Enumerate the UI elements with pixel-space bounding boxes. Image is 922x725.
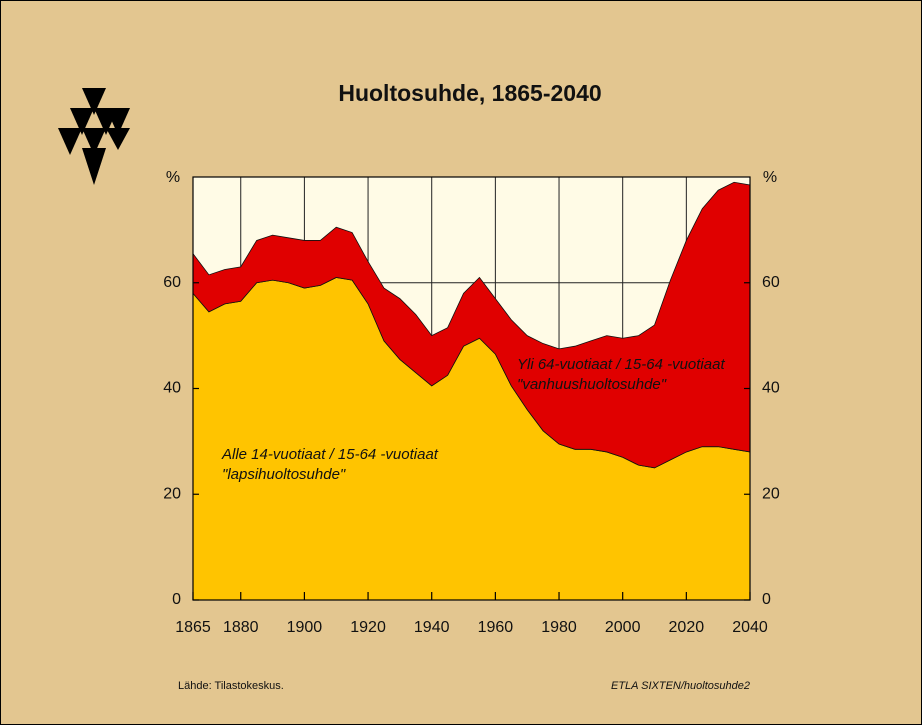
y2-tick-label: 60 [762, 274, 780, 291]
annotation: Yli 64-vuotiaat / 15-64 -vuotiaat [517, 356, 725, 373]
x-tick-label: 2040 [732, 619, 768, 636]
y2-tick-label: 20 [762, 485, 780, 502]
y-tick-label: 0 [172, 591, 181, 608]
x-tick-label: 1980 [541, 619, 577, 636]
y2-tick-label: 0 [762, 591, 771, 608]
annotation: Alle 14-vuotiaat / 15-64 -vuotiaat [221, 446, 439, 463]
x-tick-label: 1900 [287, 619, 323, 636]
y-tick-label: 20 [163, 485, 181, 502]
logo [58, 88, 130, 185]
source: Lähde: Tilastokeskus. [178, 680, 284, 692]
annotation: "vanhuushuoltosuhde" [517, 376, 667, 393]
y-tick-label: 40 [163, 380, 181, 397]
x-tick-label: 1940 [414, 619, 450, 636]
annotation: "lapsihuoltosuhde" [222, 466, 346, 483]
x-tick-label: 1960 [478, 619, 514, 636]
x-tick-label: 2020 [669, 619, 705, 636]
y2-axis-label: % [763, 169, 777, 186]
x-tick-label: 2000 [605, 619, 641, 636]
y-tick-label: 60 [163, 274, 181, 291]
chart-title: Huoltosuhde, 1865-2040 [338, 80, 601, 106]
credit: ETLA SIXTEN/huoltosuhde2 [611, 680, 750, 692]
y-axis-label: % [166, 169, 180, 186]
x-tick-label: 1865 [175, 619, 211, 636]
y2-tick-label: 40 [762, 380, 780, 397]
x-tick-label: 1880 [223, 619, 259, 636]
x-tick-label: 1920 [350, 619, 386, 636]
